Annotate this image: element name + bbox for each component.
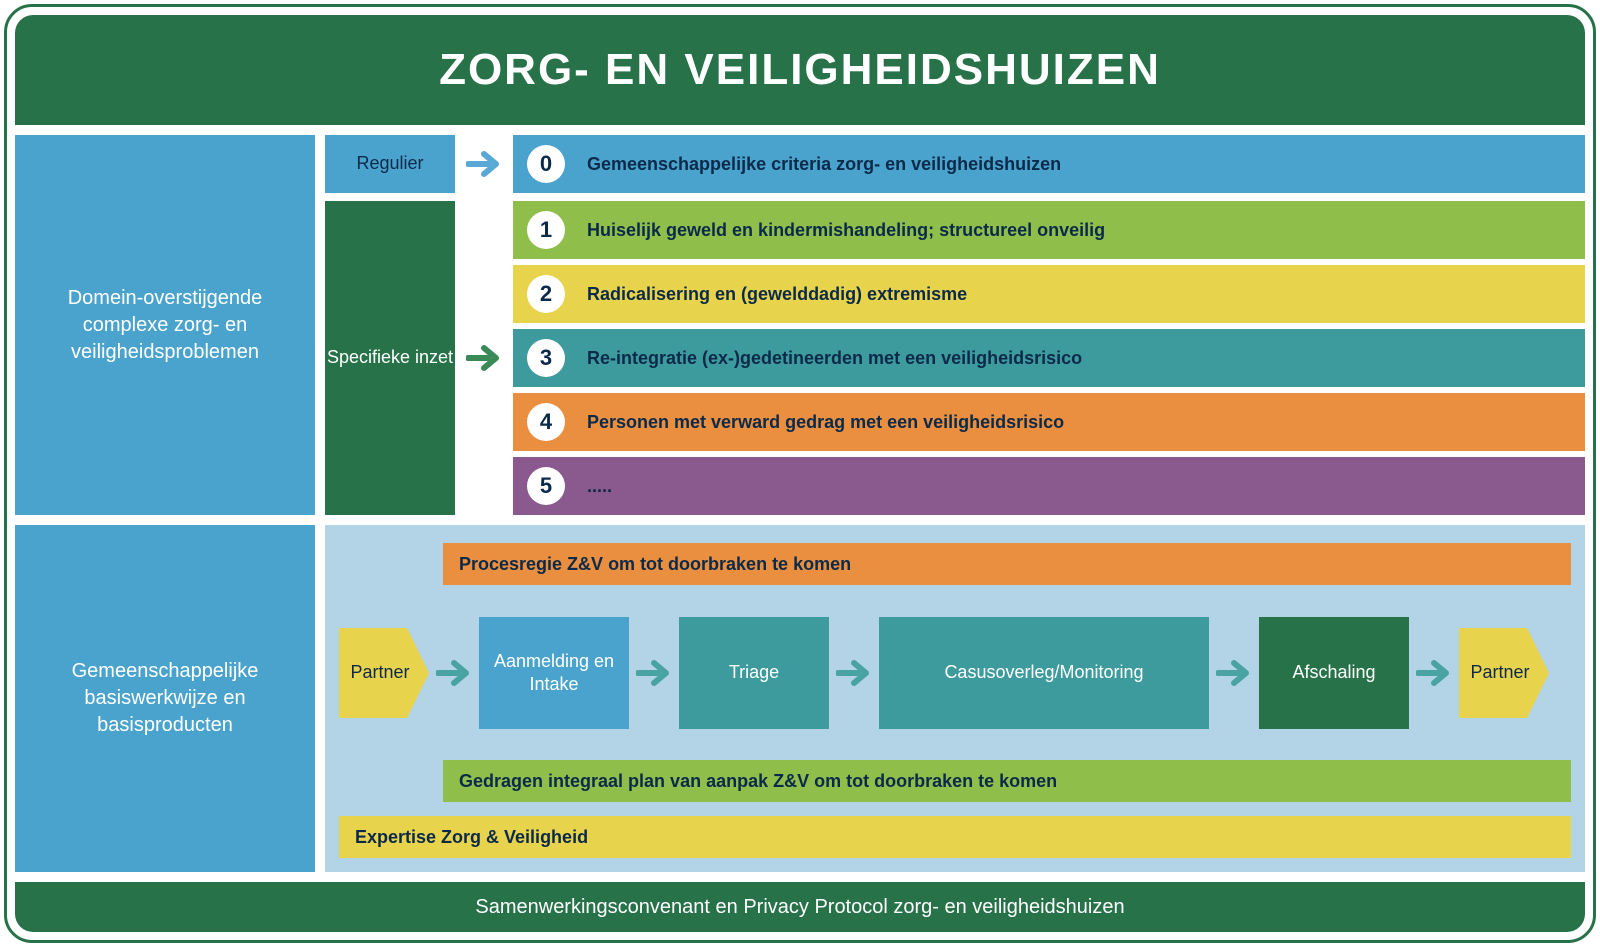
flow-arrow: [635, 659, 673, 687]
domain-section-label: Domein-overstijgende complexe zorg- en v…: [15, 135, 315, 515]
criteria-number: 2: [527, 275, 565, 313]
arrow-regulier: [465, 135, 503, 193]
process-section: Gemeenschappelijke basiswerkwijze en bas…: [15, 525, 1585, 872]
regulier-list: 0 Gemeenschappelijke criteria zorg- en v…: [513, 135, 1585, 193]
criteria-row-3: 3 Re-integratie (ex-)gedetineerden met e…: [513, 329, 1585, 387]
criteria-label: Personen met verward gedrag met een veil…: [587, 412, 1064, 433]
main-title: ZORG- EN VEILIGHEIDSHUIZEN: [439, 45, 1161, 95]
criteria-label: Gemeenschappelijke criteria zorg- en vei…: [587, 154, 1061, 175]
top-bar-row: Procesregie Z&V om tot doorbraken te kom…: [339, 543, 1571, 585]
regulier-subcol: Regulier: [325, 135, 455, 193]
bottom-bar-row: Gedragen integraal plan van aanpak Z&V o…: [339, 760, 1571, 802]
criteria-number: 3: [527, 339, 565, 377]
criteria-row-5: 5 .....: [513, 457, 1585, 515]
footer-bar: Samenwerkingsconvenant en Privacy Protoc…: [15, 882, 1585, 932]
partner-pentagon: Partner: [1459, 628, 1549, 718]
specifiek-subcol: Specifieke inzet: [325, 201, 455, 515]
specifiek-list: 1 Huiselijk geweld en kindermishandeling…: [513, 201, 1585, 515]
arrow-specifiek: [465, 201, 503, 515]
diagram-frame: ZORG- EN VEILIGHEIDSHUIZEN Domein-overst…: [4, 4, 1596, 943]
criteria-number: 5: [527, 467, 565, 505]
flow-step-2: Casusoverleg/Monitoring: [879, 617, 1209, 729]
domain-body: Regulier 0 Gemeenschappelijke criteria z…: [325, 135, 1585, 515]
title-bar: ZORG- EN VEILIGHEIDSHUIZEN: [15, 15, 1585, 125]
criteria-row-0: 0 Gemeenschappelijke criteria zorg- en v…: [513, 135, 1585, 193]
flow-step-1: Triage: [679, 617, 829, 729]
criteria-row-2: 2 Radicalisering en (gewelddadig) extrem…: [513, 265, 1585, 323]
criteria-number: 1: [527, 211, 565, 249]
flow-row: Partner Aanmelding en Intake Triage Casu…: [339, 599, 1571, 746]
partner-pentagon: Partner: [339, 628, 429, 718]
criteria-number: 0: [527, 145, 565, 183]
specifiek-row: Specifieke inzet 1 Huiselijk geweld en k…: [325, 201, 1585, 515]
domain-section: Domein-overstijgende complexe zorg- en v…: [15, 135, 1585, 515]
plan-bar: Gedragen integraal plan van aanpak Z&V o…: [443, 760, 1571, 802]
flow-arrow: [1215, 659, 1253, 687]
criteria-row-1: 1 Huiselijk geweld en kindermishandeling…: [513, 201, 1585, 259]
flow-step-3: Afschaling: [1259, 617, 1409, 729]
criteria-label: Huiselijk geweld en kindermishandeling; …: [587, 220, 1105, 241]
criteria-label: Re-integratie (ex-)gedetineerden met een…: [587, 348, 1082, 369]
criteria-label: .....: [587, 476, 612, 497]
flow-arrow: [435, 659, 473, 687]
process-section-label: Gemeenschappelijke basiswerkwijze en bas…: [15, 525, 315, 872]
expertise-bar: Expertise Zorg & Veiligheid: [339, 816, 1571, 858]
flow-arrow: [1415, 659, 1453, 687]
flow-arrow: [835, 659, 873, 687]
procesregie-bar: Procesregie Z&V om tot doorbraken te kom…: [443, 543, 1571, 585]
criteria-label: Radicalisering en (gewelddadig) extremis…: [587, 284, 967, 305]
criteria-row-4: 4 Personen met verward gedrag met een ve…: [513, 393, 1585, 451]
flow-step-0: Aanmelding en Intake: [479, 617, 629, 729]
criteria-number: 4: [527, 403, 565, 441]
process-body: Procesregie Z&V om tot doorbraken te kom…: [325, 525, 1585, 872]
regulier-row: Regulier 0 Gemeenschappelijke criteria z…: [325, 135, 1585, 193]
